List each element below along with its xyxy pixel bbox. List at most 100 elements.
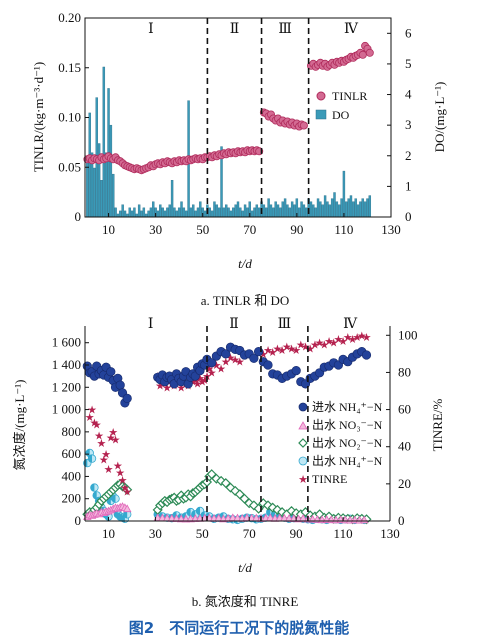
legend-eff-nh4-marker [298,456,308,466]
do-bar [161,207,164,218]
do-bar [326,201,329,218]
tinre-point: ★ [258,348,268,361]
right-y-axis-ticks: 0 1 2 3 4 5 6 [387,25,412,224]
do-bar [180,201,183,218]
left-y-tick-label: 1 000 [52,402,81,417]
tinre-point: ★ [204,363,214,376]
do-bar [130,210,134,218]
x-tick-label: 30 [149,222,162,237]
legend-do-label: DO [332,108,350,122]
figure-title: 图2 不同运行工况下的脱氮性能 [128,619,350,637]
tinre-point: ★ [226,352,236,365]
tinre-point: ★ [108,426,118,439]
do-bar [236,201,240,218]
right-y-tick-label: 60 [398,402,411,417]
x-tick-label: 130 [381,222,401,237]
left-y-tick-label: 200 [62,491,82,506]
do-bar [239,207,242,218]
tinre-point: ★ [85,411,95,424]
inf-nh4-point [106,367,116,377]
eff-no3-point [122,504,132,513]
eff-nh4-point-half [196,507,200,515]
do-bar [298,207,301,218]
panel-b-caption: b. 氮浓度和 TINRE [192,594,299,609]
do-bar [100,180,103,218]
phase-label: Ⅱ [230,22,240,37]
left-y-tick-label: 0.15 [58,60,81,75]
tinre-point: ★ [343,331,353,344]
left-y-tick-label: 400 [62,468,82,483]
do-bar [293,204,296,218]
tinre-point: ★ [162,381,172,394]
do-bar [149,207,153,218]
legend-inf-nh4-marker [298,402,308,412]
tinre-point: ★ [310,339,320,352]
right-y-tick-label: 40 [398,439,411,454]
tinre-point: ★ [352,331,362,344]
do-bar [366,198,369,218]
do-bar [109,124,113,218]
x-axis-title: t/d [238,256,252,271]
do-bar [276,204,280,218]
do-bar [257,207,261,218]
tinre-point: ★ [362,331,372,344]
x-tick-label: 130 [380,526,400,541]
tinre-point: ★ [319,339,329,352]
tinre-point: ★ [216,363,226,376]
x-axis-title: t/d [238,560,252,575]
tinre-point: ★ [230,353,240,366]
do-bar [194,210,197,218]
tinre-point: ★ [277,344,287,357]
tinre-point: ★ [291,344,301,357]
tinre-point: ★ [188,376,198,389]
legend-eff-no3-marker [298,421,308,430]
do-bar [290,201,294,218]
do-bar [140,210,143,218]
do-bar [288,207,291,218]
do-bar-series [86,66,372,218]
right-y-tick-label: 5 [405,56,412,71]
right-y-tick-label: 4 [405,87,412,102]
tinre-point: ★ [207,366,217,379]
x-axis-ticks: 10 30 50 70 90 110 130 [102,517,400,541]
left-y-tick-label: 800 [62,424,82,439]
inf-nh4-point [263,360,273,370]
x-tick-label: 90 [290,222,303,237]
do-bar [283,198,287,218]
do-bar [279,207,282,218]
do-bar [225,204,228,218]
x-tick-label: 70 [243,222,256,237]
tinre-point: ★ [101,448,111,461]
x-tick-label: 30 [149,526,162,541]
do-bar [177,207,181,218]
right-y-tick-label: 3 [405,117,412,132]
tinre-point: ★ [200,374,210,387]
phase-label: Ⅳ [344,22,359,37]
do-bar [267,198,270,218]
tinre-point: ★ [155,379,165,392]
do-bar [196,207,200,218]
x-tick-label: 110 [334,222,353,237]
tinre-point: ★ [113,459,123,472]
right-y-tick-label: 1 [405,178,412,193]
do-bar [269,204,273,218]
do-bar [328,204,331,218]
legend-tinre-label: TINRE [312,472,347,486]
x-tick-label: 110 [334,526,353,541]
do-bar [352,201,355,218]
tinre-point: ★ [357,329,367,342]
do-bar [335,201,339,218]
right-y-tick-label: 20 [398,476,411,491]
phase-label: Ⅱ [229,317,239,332]
legend: 进水 NH₄⁺−N 出水 NO₃⁻−N 出水 NO₂⁻−N 出水 NH₄⁺−N … [298,400,383,486]
x-axis-ticks: 10 30 50 70 90 110 130 [102,213,401,237]
left-y-axis-title: 氮浓度/(mg·L⁻¹) [12,380,27,471]
tinlr-point [365,48,374,57]
do-bar [123,210,127,218]
left-y-axis-title: TINLR/(kg·m⁻³·d⁻¹) [31,62,46,172]
phase-label: Ⅲ [278,317,292,332]
right-y-tick-label: 6 [405,25,412,40]
do-bar [210,210,214,218]
inf-nh4-point [115,380,125,390]
left-y-tick-label: 0 [75,513,82,528]
